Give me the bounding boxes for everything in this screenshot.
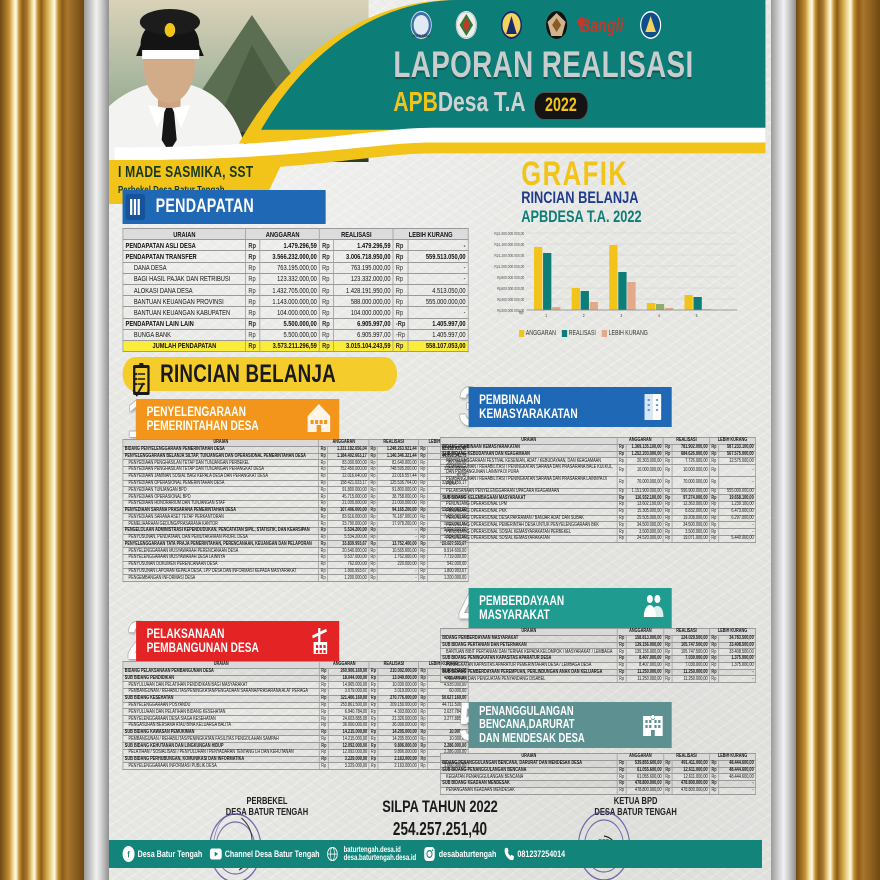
svg-text:f: f bbox=[127, 850, 130, 860]
svg-text:Rp1.000.000.000,00: Rp1.000.000.000,00 bbox=[494, 263, 524, 269]
svg-text:5: 5 bbox=[696, 312, 699, 318]
svg-text:Rp1.600.000.000,00: Rp1.600.000.000,00 bbox=[494, 230, 524, 236]
svg-text:Rp600.000.000,00: Rp600.000.000,00 bbox=[497, 285, 524, 291]
svg-text:Rp1.400.000.000,00: Rp1.400.000.000,00 bbox=[494, 241, 524, 247]
svg-text:2: 2 bbox=[583, 312, 585, 318]
svg-text:3: 3 bbox=[620, 312, 623, 318]
svg-text:4: 4 bbox=[658, 312, 661, 318]
svg-text:SOPD DESA: SOPD DESA bbox=[412, 34, 430, 39]
svg-text:Rp-: Rp- bbox=[519, 309, 525, 315]
svg-text:Rp1.200.000.000,00: Rp1.200.000.000,00 bbox=[494, 252, 524, 258]
svg-text:Bangli: Bangli bbox=[580, 15, 624, 36]
svg-text:1: 1 bbox=[545, 312, 548, 318]
svg-text:Rp800.000.000,00: Rp800.000.000,00 bbox=[497, 274, 524, 280]
svg-text:Rp400.000.000,00: Rp400.000.000,00 bbox=[497, 296, 524, 302]
